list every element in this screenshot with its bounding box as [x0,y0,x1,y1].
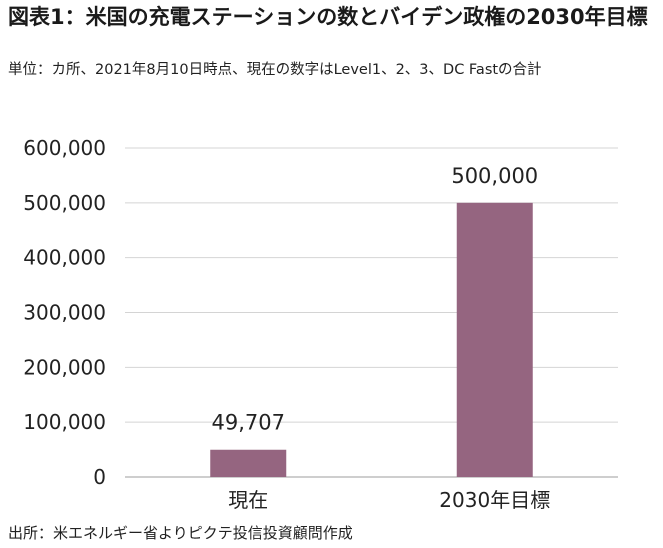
y-tick-label: 100,000 [23,410,106,434]
chart-subtitle: 単位：カ所、2021年8月10日時点、現在の数字はLevel1、2、3、DC F… [8,62,542,78]
y-tick-label: 600,000 [23,136,106,160]
y-axis-ticks: 0 100,000 200,000 300,000 400,000 500,000 600,… [23,136,106,489]
x-axis-categories: 現在 2030年目標 [228,488,550,512]
x-category-label: 2030年目標 [439,488,550,512]
y-tick-label: 400,000 [23,246,106,270]
x-category-label: 現在 [228,488,268,512]
y-tick-label: 500,000 [23,191,106,215]
source-note: 出所：米エネルギー省よりピクテ投信投資顧問作成 [8,524,353,542]
y-tick-label: 0 [93,465,106,489]
bar [210,449,287,477]
data-label: 49,707 [212,411,285,435]
y-tick-label: 300,000 [23,301,106,325]
bar [456,202,533,478]
y-tick-label: 200,000 [23,355,106,379]
data-labels: 49,707 500,000 [212,164,539,435]
gridlines [125,147,618,478]
bars [210,202,533,478]
chart-title: 図表1：米国の充電ステーションの数とバイデン政権の2030年目標 [8,5,648,29]
data-label: 500,000 [451,164,538,188]
